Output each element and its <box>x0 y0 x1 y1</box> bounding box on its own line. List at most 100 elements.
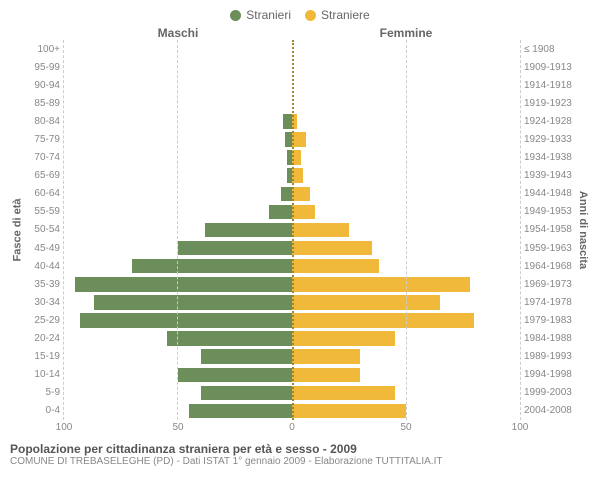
x-axis-right: 50100 <box>292 422 520 436</box>
bar-female <box>292 295 440 309</box>
bar-male <box>94 295 292 309</box>
age-label: 0-4 <box>24 402 64 420</box>
gridline <box>63 40 64 420</box>
female-half <box>292 40 520 420</box>
legend-label-male: Stranieri <box>246 8 291 22</box>
birth-year-label: 1944-1948 <box>520 185 576 203</box>
birth-year-label: 1959-1963 <box>520 239 576 257</box>
gridline <box>406 40 407 420</box>
bar-male <box>178 241 292 255</box>
age-label: 70-74 <box>24 149 64 167</box>
age-label: 80-84 <box>24 112 64 130</box>
bar-row-male <box>64 112 292 130</box>
birth-year-label: 1969-1973 <box>520 275 576 293</box>
age-label: 30-34 <box>24 293 64 311</box>
footer-title: Popolazione per cittadinanza straniera p… <box>10 442 590 456</box>
birth-year-label: 1989-1993 <box>520 348 576 366</box>
center-divider <box>292 40 294 420</box>
legend-item-male: Stranieri <box>230 8 291 22</box>
age-label: 95-99 <box>24 58 64 76</box>
bar-male <box>281 187 292 201</box>
legend-label-female: Straniere <box>321 8 370 22</box>
birth-year-label: 1939-1943 <box>520 167 576 185</box>
bar-row-male <box>64 58 292 76</box>
header-male: Maschi <box>64 26 292 40</box>
bar-female <box>292 331 395 345</box>
male-half <box>64 40 292 420</box>
bar-row-male <box>64 384 292 402</box>
bar-male <box>75 277 292 291</box>
age-labels: 100+95-9990-9485-8980-8475-7970-7465-696… <box>24 40 64 420</box>
gridline <box>177 40 178 420</box>
bar-row-male <box>64 311 292 329</box>
bar-male <box>189 404 292 418</box>
age-label: 10-14 <box>24 366 64 384</box>
bar-female <box>292 241 372 255</box>
bar-female <box>292 132 306 146</box>
age-label: 100+ <box>24 40 64 58</box>
legend-swatch-female <box>305 10 316 21</box>
y-axis-title-right: Anni di nascita <box>576 40 590 420</box>
age-label: 90-94 <box>24 76 64 94</box>
legend: Stranieri Straniere <box>10 8 590 22</box>
birth-year-label: 1999-2003 <box>520 384 576 402</box>
bar-female <box>292 404 406 418</box>
birth-year-label: 1929-1933 <box>520 130 576 148</box>
x-axis-left: 100500 <box>64 422 292 436</box>
bar-female <box>292 259 379 273</box>
bar-row-male <box>64 167 292 185</box>
bar-row-male <box>64 94 292 112</box>
age-label: 25-29 <box>24 311 64 329</box>
legend-swatch-male <box>230 10 241 21</box>
x-axis: 100500 50100 <box>10 422 590 436</box>
bar-female <box>292 277 470 291</box>
bar-male <box>283 114 292 128</box>
x-tick: 100 <box>56 422 73 433</box>
legend-item-female: Straniere <box>305 8 370 22</box>
age-label: 45-49 <box>24 239 64 257</box>
gridline <box>520 40 521 420</box>
birth-year-label: 1984-1988 <box>520 330 576 348</box>
birth-year-label: 2004-2008 <box>520 402 576 420</box>
pyramid-chart: Stranieri Straniere Maschi Femmine Fasce… <box>0 0 600 500</box>
bar-male <box>132 259 292 273</box>
bar-male <box>167 331 292 345</box>
header-female: Femmine <box>292 26 520 40</box>
bar-female <box>292 313 474 327</box>
age-label: 60-64 <box>24 185 64 203</box>
age-label: 40-44 <box>24 257 64 275</box>
bar-female <box>292 223 349 237</box>
bar-row-male <box>64 149 292 167</box>
birth-year-label: 1954-1958 <box>520 221 576 239</box>
age-label: 20-24 <box>24 330 64 348</box>
bar-row-male <box>64 366 292 384</box>
bar-female <box>292 368 360 382</box>
bar-row-male <box>64 239 292 257</box>
bar-row-male <box>64 402 292 420</box>
bars-area <box>64 40 520 420</box>
age-label: 55-59 <box>24 203 64 221</box>
bar-female <box>292 205 315 219</box>
x-tick: 100 <box>512 422 529 433</box>
birth-year-labels: ≤ 19081909-19131914-19181919-19231924-19… <box>520 40 576 420</box>
bar-male <box>285 132 292 146</box>
birth-year-label: 1919-1923 <box>520 94 576 112</box>
age-label: 35-39 <box>24 275 64 293</box>
age-label: 65-69 <box>24 167 64 185</box>
bar-row-male <box>64 257 292 275</box>
birth-year-label: 1964-1968 <box>520 257 576 275</box>
age-label: 15-19 <box>24 348 64 366</box>
x-tick: 50 <box>172 422 183 433</box>
bar-row-male <box>64 185 292 203</box>
bar-row-male <box>64 221 292 239</box>
bar-male <box>201 386 292 400</box>
y-axis-title-left: Fasce di età <box>10 40 24 420</box>
bar-male <box>269 205 292 219</box>
birth-year-label: 1979-1983 <box>520 311 576 329</box>
x-tick: 50 <box>400 422 411 433</box>
plot-area: Fasce di età 100+95-9990-9485-8980-8475-… <box>10 40 590 420</box>
age-label: 75-79 <box>24 130 64 148</box>
bar-male <box>201 349 292 363</box>
birth-year-label: 1909-1913 <box>520 58 576 76</box>
birth-year-label: 1974-1978 <box>520 293 576 311</box>
